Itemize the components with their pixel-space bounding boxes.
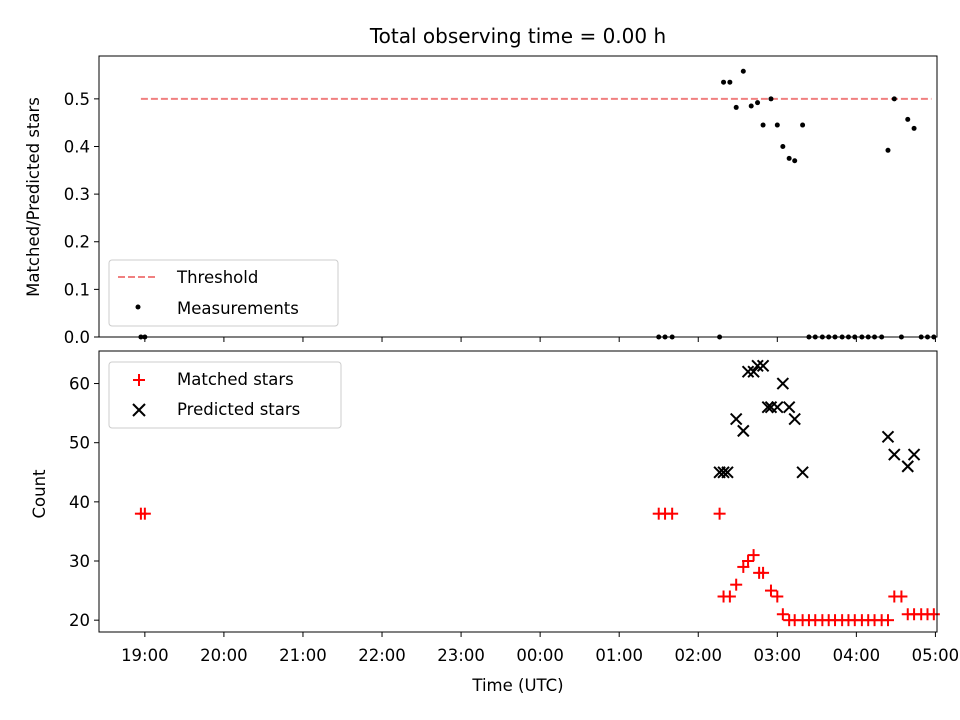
bottom-y-tick-label: 60 [69,375,90,394]
measurement-point [760,122,766,128]
bottom-panel: 20 30 40 50 60 19:00 20:00 21:00 22:00 23:00 00:0… [30,350,959,695]
bottom-y-tick-label: 50 [69,434,90,453]
measurement-point [755,100,761,106]
legend-matched-label: Matched stars [177,370,294,389]
matched-star-point [747,549,760,562]
top-legend: Threshold Measurements [108,259,339,327]
x-tick-label: 23:00 [437,646,485,665]
predicted-star-point [901,460,914,473]
bottom-y-tick-label: 30 [69,552,90,571]
measurement-point [733,104,739,110]
x-axis: 19:00 20:00 21:00 22:00 23:00 00:00 01:00 02:00… [121,632,959,665]
measurement-point [727,79,733,85]
x-axis-label: Time (UTC) [471,676,563,695]
predicted-star-point [796,466,809,479]
predicted-star-point [737,424,750,438]
top-y-tick-label: 0.5 [64,90,90,109]
predicted-star-point [881,430,895,443]
measurement-point [786,155,792,161]
matched-star-point [776,608,789,621]
measurement-point [911,125,917,131]
predicted-star-point [888,448,901,461]
top-axes-frame [98,55,938,338]
predicted-star-point [741,365,755,378]
legend-predicted-swatch [132,403,146,417]
matched-star-point [881,614,894,627]
matched-star-point [713,507,726,520]
measurement-point [792,158,798,164]
x-tick-label: 05:00 [912,646,960,665]
predicted-star-point [788,412,801,426]
bottom-legend: Matched stars Predicted stars [108,361,342,429]
matched-star-point [771,590,784,603]
predicted-star-point [776,377,790,390]
top-legend-box [108,259,339,327]
measurement-point [774,122,780,128]
predicted-star-point [747,365,760,378]
measurement-point [905,116,911,122]
predicted-star-point [729,412,743,426]
bottom-y-axis: 20 30 40 50 60 [69,375,99,630]
matched-star-point [764,584,777,597]
measurement-point [800,122,806,128]
matched-star-point [138,507,151,520]
legend-measurements-label: Measurements [177,299,299,318]
x-tick-label: 02:00 [674,646,722,665]
measurement-point [780,143,786,149]
bottom-y-tick-label: 20 [69,611,90,630]
measurement-point [891,96,897,102]
predicted-star-point [721,466,734,479]
bottom-plot-area [134,359,940,627]
bottom-y-tick-label: 40 [69,493,90,512]
matched-star-point [895,590,908,603]
x-tick-label: 22:00 [358,646,406,665]
measurement-point [768,96,774,102]
x-tick-label: 04:00 [833,646,881,665]
chart-title: Total observing time = 0.00 h [369,24,666,48]
legend-matched-swatch [133,374,145,386]
x-tick-label: 00:00 [516,646,564,665]
predicted-star-point [907,448,921,461]
matched-star-point [723,590,736,603]
x-tick-label: 19:00 [121,646,169,665]
matched-star-point [757,566,770,579]
top-y-tick-label: 0.2 [64,233,90,252]
measurement-point [721,79,727,85]
x-tick-label: 01:00 [595,646,643,665]
top-plot-area [138,68,937,340]
top-x-ticks [144,337,936,342]
predicted-star-point [756,359,770,372]
measurement-point [740,68,746,74]
top-y-tick-label: 0.1 [64,280,90,299]
top-y-tick-label: 0.0 [64,328,90,347]
legend-measurements-swatch [135,304,141,310]
top-y-tick-label: 0.4 [64,137,90,156]
predicted-star-point [761,400,775,414]
measurement-point [885,147,891,153]
bottom-y-axis-label: Count [30,469,49,519]
predicted-star-point [771,400,784,414]
bottom-axes-frame [98,350,938,633]
predicted-star-point [717,466,730,479]
top-y-tick-label: 0.3 [64,185,90,204]
top-y-axis-label: Matched/Predicted stars [24,97,43,297]
bottom-legend-box [108,361,342,429]
x-tick-label: 03:00 [754,646,802,665]
x-tick-label: 20:00 [200,646,248,665]
top-y-axis: 0.0 0.1 0.2 0.3 0.4 0.5 [64,90,99,347]
matched-star-point [666,507,679,520]
measurement-point [748,103,754,109]
predicted-star-point [782,400,796,414]
legend-predicted-label: Predicted stars [177,400,300,419]
top-panel: 0.0 0.1 0.2 0.3 0.4 0.5 Matched/Predicted sta… [24,55,938,347]
predicted-star-point [751,359,764,372]
matched-star-point [742,555,755,568]
matched-star-point [927,608,940,621]
x-tick-label: 21:00 [279,646,327,665]
matched-star-point [730,578,743,591]
legend-threshold-label: Threshold [176,268,258,287]
